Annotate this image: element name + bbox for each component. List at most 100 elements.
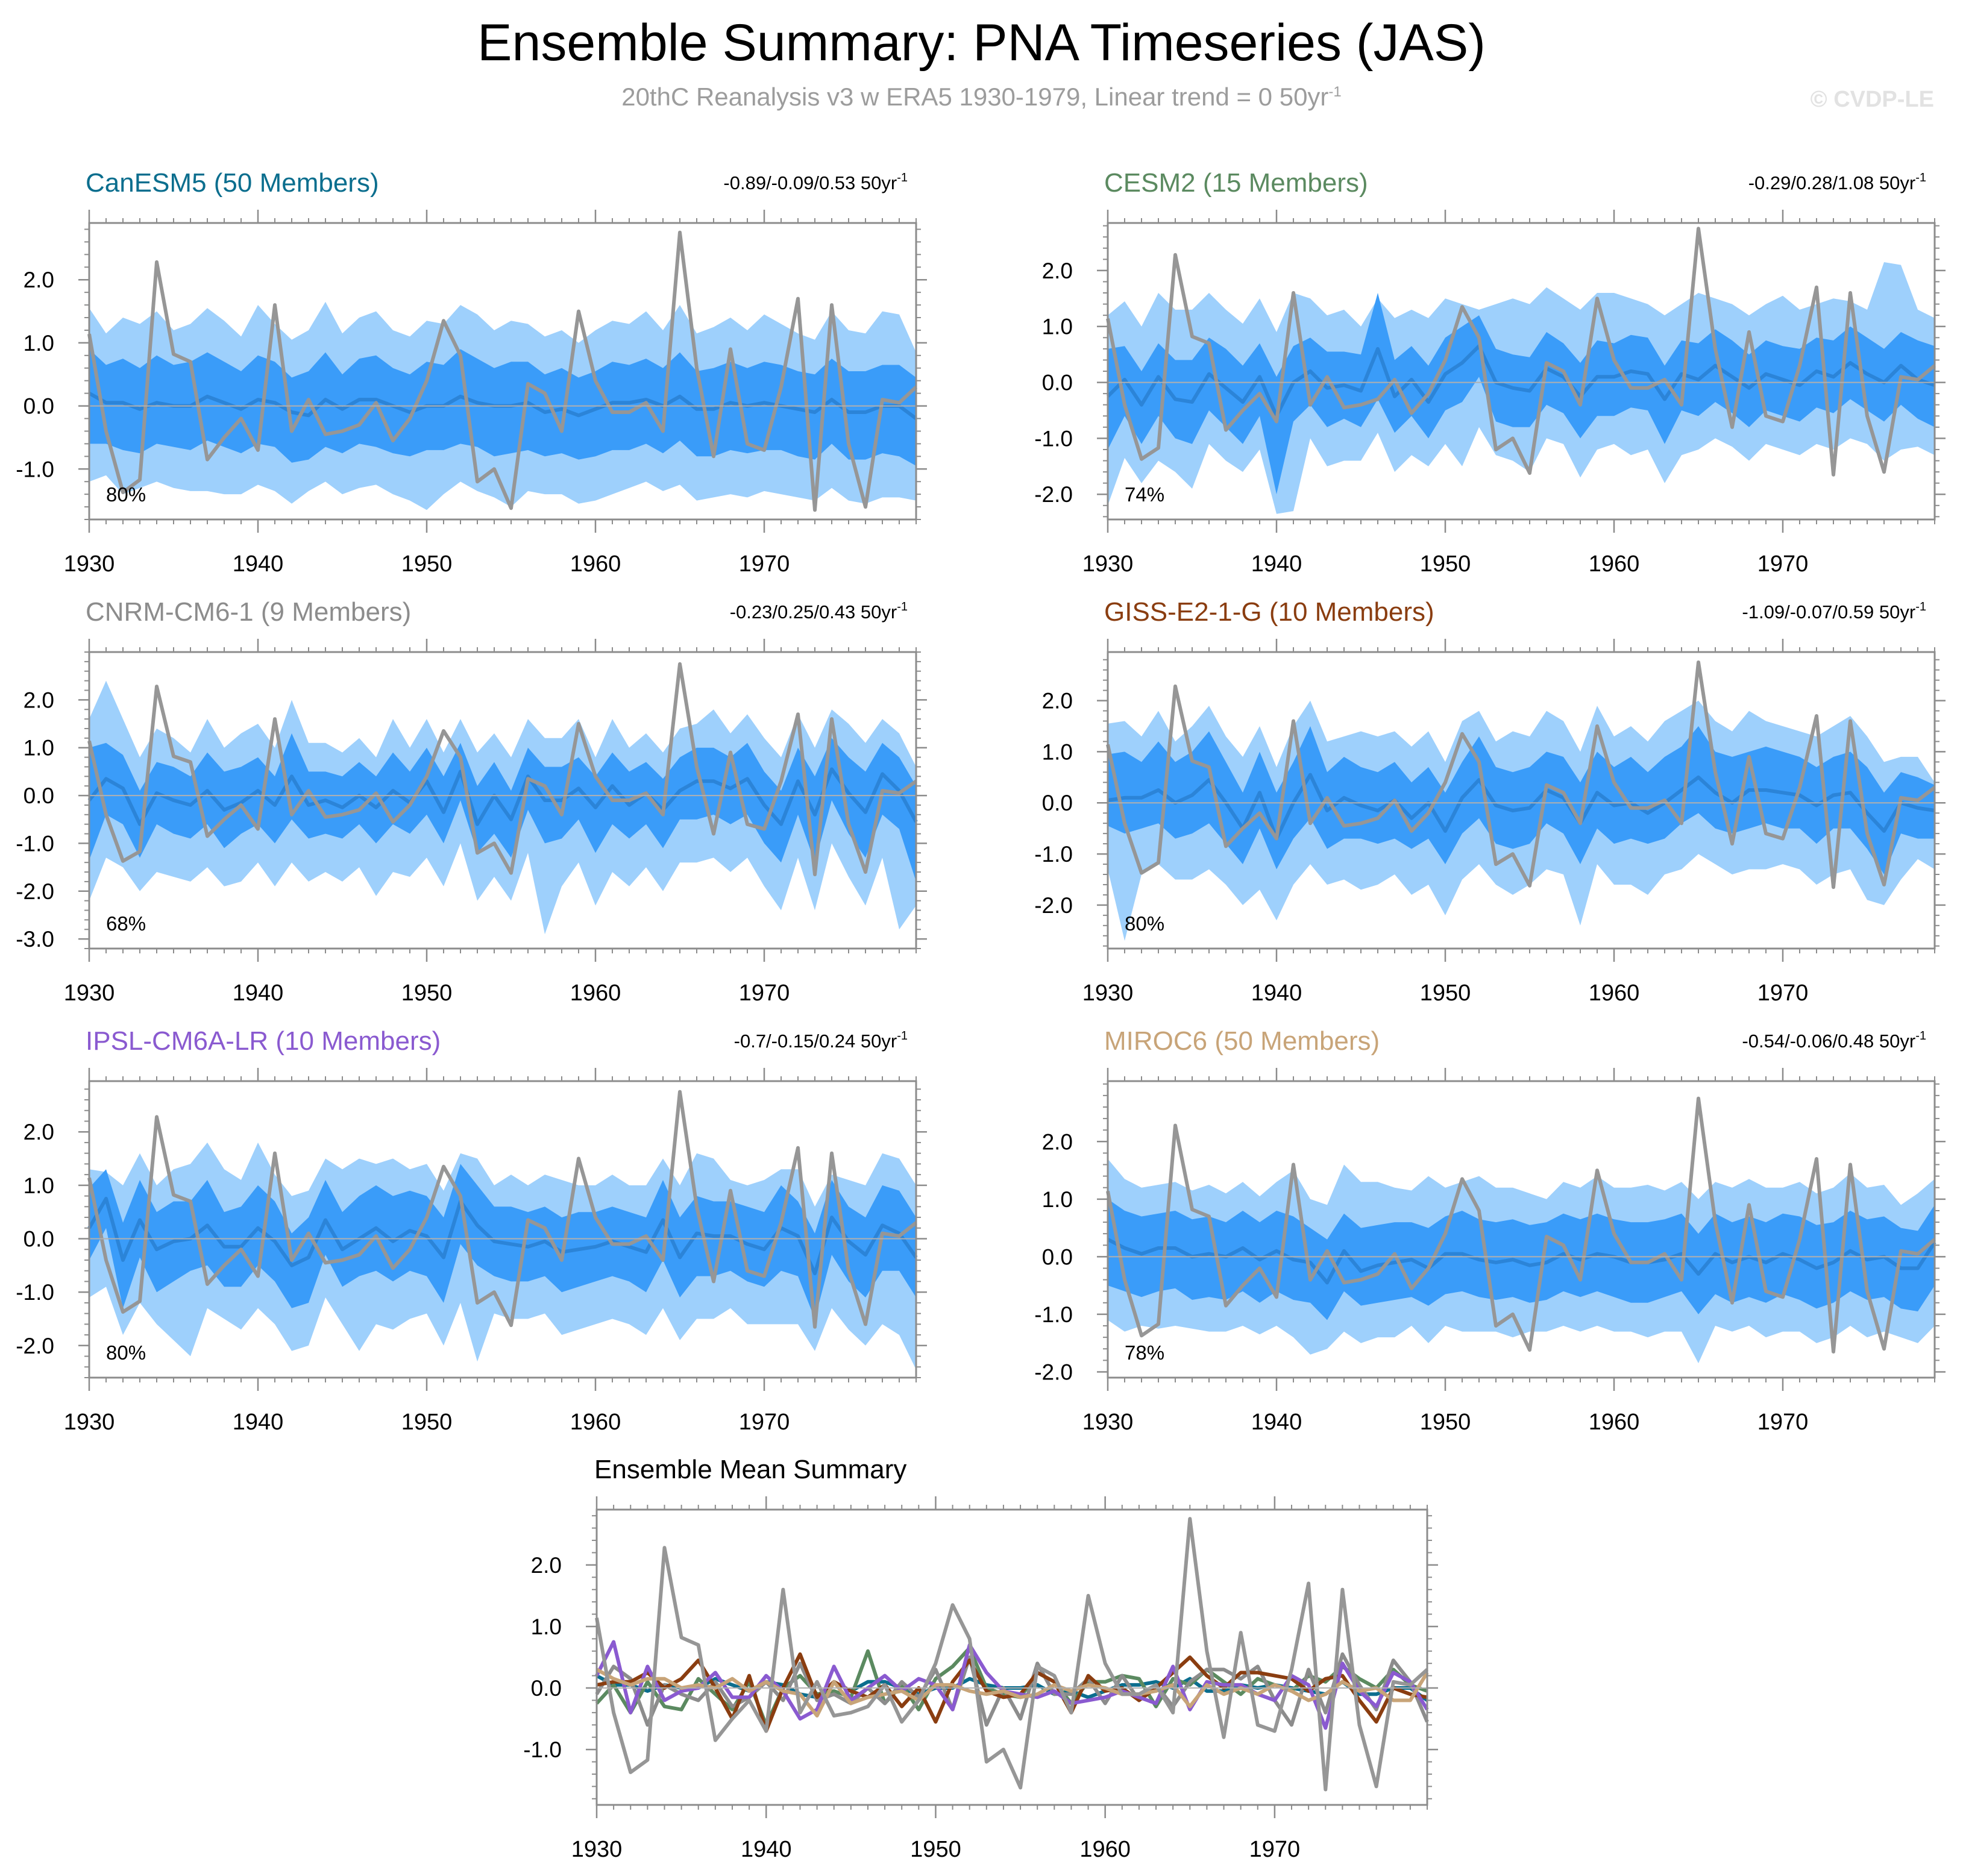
panel-4-x-tick-label: 1940 [1251,980,1302,1006]
panel-1-x-tick-label: 1940 [233,551,284,577]
panel-6-y-tick-label: -1.0 [1034,1302,1073,1327]
panel-1-y-tick-label: 2.0 [24,268,54,292]
panel-2-percent-label: 74% [1125,483,1164,506]
panel-3-trend-superscript: -1 [897,600,908,613]
panel-4-frame [1107,651,1936,950]
panel-5-frame [88,1080,917,1379]
panel-3-x-tick-label: 1950 [401,980,453,1006]
summary-x-tick-label: 1970 [1249,1837,1301,1862]
panel-4-observations-line [1106,660,1936,889]
panel-1-frame [88,222,917,521]
panel-3-y-tick-label: 1.0 [24,736,54,761]
panel-5-observations-line [87,1090,917,1329]
panel-3-y-tick-label: 2.0 [24,688,54,712]
panel-2-y-tick-label: 2.0 [1042,259,1073,283]
panel-2-x-tick-label: 1970 [1757,551,1809,577]
panel-5-x-tick-label: 1940 [233,1410,284,1435]
panel-4-y-tick-label: -1.0 [1034,842,1073,867]
panel-4-model-title: GISS-E2-1-G (10 Members) [1104,597,1434,627]
panel-5-x-tick-label: 1930 [64,1410,115,1435]
summary-title: Ensemble Mean Summary [594,1455,906,1484]
panel-2-x-tick-label: 1940 [1251,551,1302,577]
panel-2-model-title: CESM2 (15 Members) [1104,168,1368,198]
panel-1-percent-label: 80% [106,483,146,506]
panel-1: -1.0 0.0 1.0 2.0 1930 1940 1950 1960 1970 CanESM5… [16,168,927,577]
panel-6-percent-label: 78% [1125,1341,1164,1364]
summary-y-tick-label: -1.0 [523,1737,562,1762]
panel-4-trend-superscript: -1 [1915,600,1926,613]
panel-3: -3.0 -2.0 -1.0 0.0 1.0 2.0 1930 1940 1950 1960 197… [16,597,927,1006]
panel-3-frame [88,651,917,950]
panel-6-x-tick-label: 1930 [1082,1410,1134,1435]
panel-6-y-tick-label: -2.0 [1034,1360,1073,1384]
credit-watermark: © CVDP-LE [1810,87,1934,112]
panel-1-y-tick-label: 1.0 [24,331,54,356]
panel-4-x-tick-label: 1930 [1082,980,1134,1006]
panel-3-y-tick-label: -2.0 [16,879,54,904]
panel-1-model-title: CanESM5 (50 Members) [86,168,379,198]
panel-1-x-tick-label: 1960 [570,551,621,577]
panel-1-y-tick-label: 0.0 [24,394,54,419]
panel-3-ensemble-mean-line [87,767,918,826]
summary-x-tick-label: 1930 [571,1837,623,1862]
panel-6-trend-superscript: -1 [1915,1029,1926,1043]
panel-2-y-tick-label: 0.0 [1042,371,1073,395]
panel-5-y-tick-label: 0.0 [24,1227,54,1252]
panel-6-x-tick-label: 1970 [1757,1410,1809,1435]
panel-5-trend-label: -0.7/-0.15/0.24 50yr-1 [734,1029,908,1052]
panel-3-model-title: CNRM-CM6-1 (9 Members) [86,597,411,627]
panel-6-model-title: MIROC6 (50 Members) [1104,1026,1380,1056]
summary-y-tick-label: 2.0 [531,1553,562,1578]
summary-x-tick-label: 1960 [1079,1837,1131,1862]
panel-6-y-tick-label: 1.0 [1042,1187,1073,1212]
panel-4-x-tick-label: 1960 [1589,980,1640,1006]
panel-5-trend-superscript: -1 [897,1029,908,1043]
panel-4-x-tick-label: 1970 [1757,980,1809,1006]
panel-5-x-tick-label: 1960 [570,1410,621,1435]
summary-y-tick-label: 1.0 [531,1614,562,1639]
panel-2-y-tick-label: -1.0 [1034,426,1073,451]
panel-3-x-tick-label: 1940 [233,980,284,1006]
panel-5: -2.0 -1.0 0.0 1.0 2.0 1930 1940 1950 1960 1970 IPS… [16,1026,927,1435]
summary-mean-line-3 [595,1652,1429,1727]
panel-1-trend-label: -0.89/-0.09/0.53 50yr-1 [723,171,908,193]
panel-6-y-tick-label: 2.0 [1042,1129,1073,1154]
panel-5-x-tick-label: 1970 [739,1410,790,1435]
panel-1-y-tick-label: -1.0 [16,457,54,482]
summary-panel: -1.0 0.0 1.0 2.0 1930 1940 1950 1960 1970 Ensembl… [523,1455,1438,1862]
panel-2-trend-label: -0.29/0.28/1.08 50yr-1 [1748,171,1926,193]
panel-2-observations-line [1106,227,1936,477]
panel-3-observations-line [87,662,917,876]
panel-2-y-tick-label: 1.0 [1042,315,1073,339]
panel-1-x-tick-label: 1970 [739,551,790,577]
panel-4-percent-label: 80% [1125,912,1164,935]
panel-5-model-title: IPSL-CM6A-LR (10 Members) [86,1026,441,1056]
summary-y-tick-label: 0.0 [531,1676,562,1701]
panel-3-x-tick-label: 1970 [739,980,790,1006]
panel-5-percent-label: 80% [106,1341,146,1364]
panel-2-ensemble-mean-line [1106,344,1935,418]
summary-x-tick-label: 1940 [741,1837,792,1862]
panel-3-percent-label: 68% [106,912,146,935]
summary-mean-line-6 [595,1667,1429,1718]
panel-2-x-tick-label: 1960 [1589,551,1640,577]
panel-2-x-tick-label: 1930 [1082,551,1134,577]
panel-2: -2.0 -1.0 0.0 1.0 2.0 1930 1940 1950 1960 1970 CES… [1034,168,1946,577]
panel-4: -2.0 -1.0 0.0 1.0 2.0 1930 1940 1950 1960 1970 GIS… [1034,597,1946,1006]
panel-4-y-tick-label: -2.0 [1034,893,1073,918]
panel-3-y-tick-label: -3.0 [16,927,54,952]
panel-4-trend-label: -1.09/-0.07/0.59 50yr-1 [1742,600,1926,623]
panel-4-y-tick-label: 1.0 [1042,739,1073,764]
panel-6: -2.0 -1.0 0.0 1.0 2.0 1930 1940 1950 1960 1970 MIR… [1034,1026,1946,1435]
panel-2-x-tick-label: 1950 [1420,551,1471,577]
panel-6-x-tick-label: 1960 [1589,1410,1640,1435]
main-title: Ensemble Summary: PNA Timeseries (JAS) [477,14,1486,72]
panel-4-inner-band [1108,726,1935,874]
panel-5-y-tick-label: 1.0 [24,1173,54,1198]
panel-1-observations-line [87,230,918,512]
panel-4-x-tick-label: 1950 [1420,980,1471,1006]
panel-2-trend-superscript: -1 [1915,171,1926,184]
panel-1-x-tick-label: 1930 [64,551,115,577]
panel-6-frame [1107,1080,1936,1379]
